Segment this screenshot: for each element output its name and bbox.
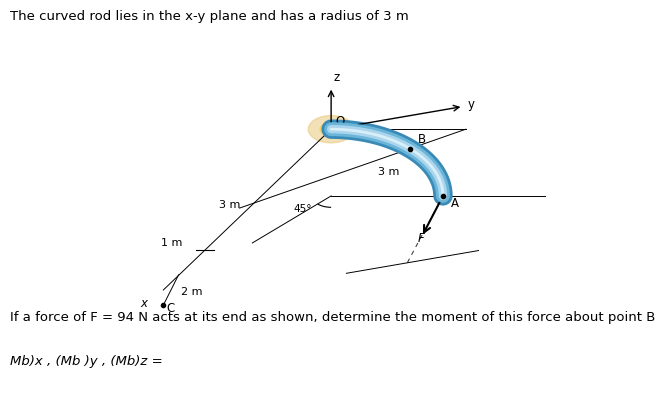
Text: B: B: [418, 133, 426, 146]
Text: 2 m: 2 m: [181, 286, 203, 297]
Circle shape: [308, 115, 354, 143]
Text: 3 m: 3 m: [379, 167, 400, 177]
Text: z: z: [334, 71, 340, 84]
Text: F: F: [418, 232, 424, 245]
Text: A: A: [451, 197, 459, 210]
Text: The curved rod lies in the x-y plane and has a radius of 3 m: The curved rod lies in the x-y plane and…: [10, 10, 409, 23]
Text: Mb)x , (Mb )y , (Mb)z =: Mb)x , (Mb )y , (Mb)z =: [10, 355, 163, 368]
Text: 1 m: 1 m: [161, 238, 182, 248]
Circle shape: [320, 123, 342, 136]
Text: If a force of F = 94 N acts at its end as shown, determine the moment of this fo: If a force of F = 94 N acts at its end a…: [10, 311, 655, 324]
Text: y: y: [467, 98, 474, 112]
Text: C: C: [166, 302, 174, 315]
Text: x: x: [140, 297, 148, 310]
Text: 45°: 45°: [294, 204, 312, 214]
Text: O: O: [335, 115, 344, 128]
Text: 3 m: 3 m: [218, 200, 240, 210]
